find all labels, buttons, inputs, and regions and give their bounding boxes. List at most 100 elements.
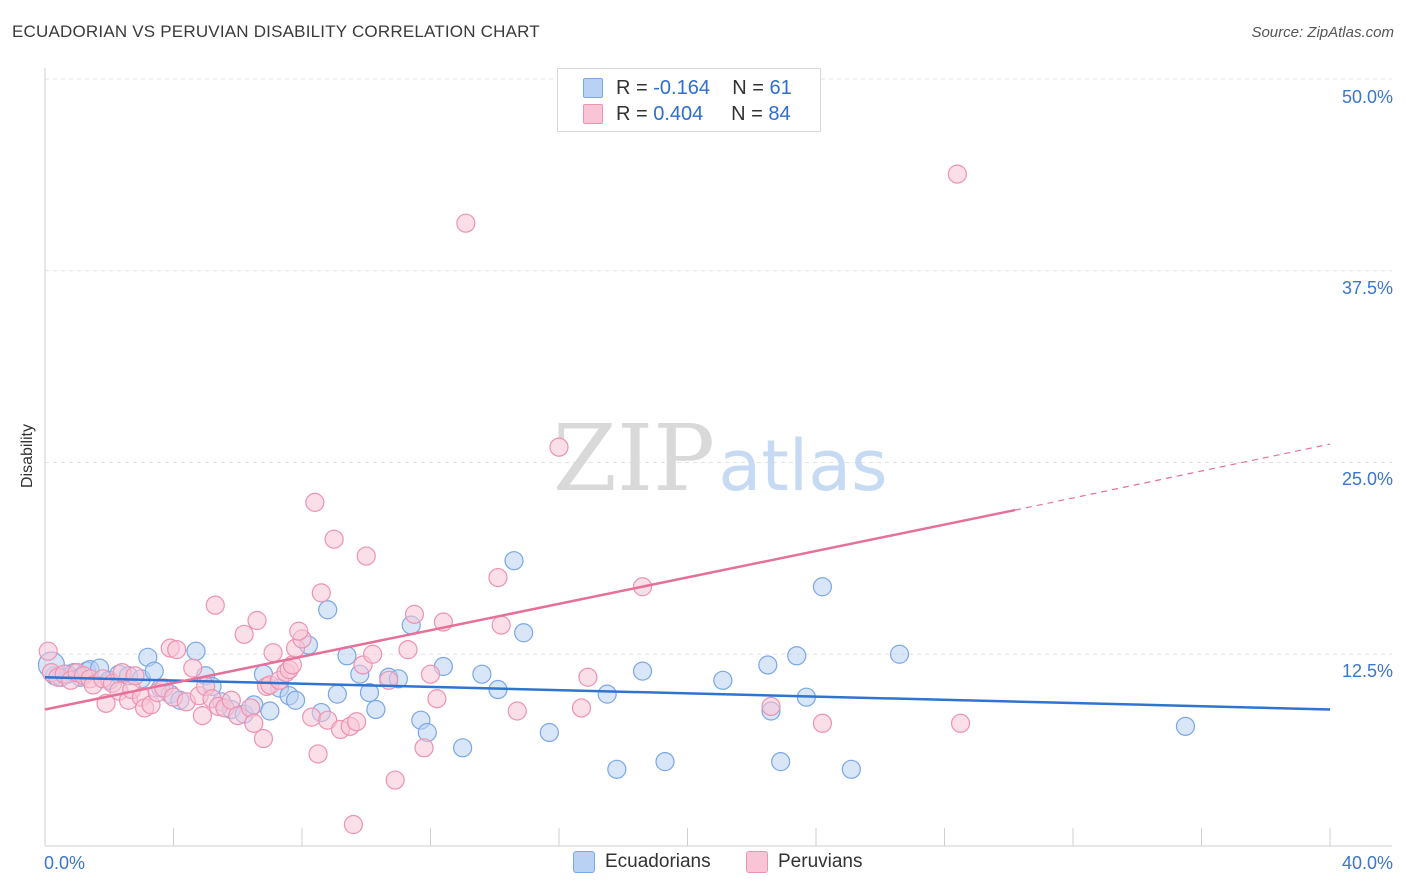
peruvian-point: [947, 164, 967, 184]
peruvian-point: [253, 729, 274, 749]
ecuadorian-point: [607, 759, 627, 779]
watermark-zip: ZIP: [553, 405, 715, 512]
peruvian-point: [456, 213, 476, 233]
peruvian-point: [385, 770, 405, 790]
ecuadorians-trend-line: [44, 676, 1331, 711]
peruvians-legend-label: Peruvians: [778, 851, 863, 872]
ecuadorian-point: [758, 655, 778, 675]
ecuadorian-point: [841, 759, 861, 779]
ecuadorian-point: [318, 600, 338, 620]
watermark-atlas: atlas: [718, 425, 887, 507]
axes: [44, 68, 1392, 847]
peruvian-point: [398, 640, 418, 660]
peruvian-point: [302, 707, 322, 727]
peruvian-point: [507, 701, 527, 721]
peruvian-point: [205, 595, 225, 615]
ecuadorian-point: [359, 682, 380, 703]
peruvian-point: [308, 744, 328, 764]
peruvians-trend-line: [44, 508, 1016, 711]
ecuadorian-point: [713, 670, 733, 690]
ecuadorian-point: [539, 722, 559, 743]
peruvian-point: [363, 644, 383, 664]
ecuadorians-points: [37, 551, 1196, 779]
legend-row-ecuadorians: R = -0.164 N = 61: [583, 75, 792, 101]
ecuadorian-point: [632, 661, 653, 681]
peruvians-legend-swatch: [746, 851, 768, 873]
ecuadorian-point: [186, 641, 206, 661]
peruvian-point: [950, 713, 971, 733]
peruvian-point: [192, 706, 213, 726]
ecuadorian-point: [260, 701, 280, 721]
watermark: ZIP atlas: [553, 405, 888, 512]
peruvian-point: [305, 492, 325, 512]
y-tick-25: 25.0%: [1341, 469, 1393, 489]
peruvian-point: [761, 696, 781, 717]
legend-item-peruvians[interactable]: Peruvians: [746, 851, 863, 873]
ecuadorian-point: [655, 752, 675, 772]
ecuadorian-point: [812, 577, 833, 597]
peruvian-point: [427, 689, 447, 709]
peruvian-point: [244, 713, 264, 733]
peruvian-point: [324, 529, 344, 549]
peruvian-point: [414, 738, 434, 758]
peruvian-point: [347, 712, 367, 732]
peruvian-point: [263, 643, 283, 663]
ecuadorian-point: [144, 661, 164, 681]
ecuadorian-point: [366, 699, 386, 720]
peruvian-point: [289, 621, 309, 641]
peruvian-point: [420, 664, 441, 684]
ecuadorian-point: [787, 646, 807, 666]
y-tick-50: 50.0%: [1341, 87, 1393, 107]
legend-row-peruvians: R = 0.404 N = 84: [583, 101, 791, 127]
ecuadorians-legend-swatch: [573, 851, 595, 873]
peruvian-point: [488, 567, 508, 588]
gridlines: [45, 78, 1392, 655]
r-label: R =: [616, 102, 648, 125]
peruvian-point: [343, 814, 363, 835]
source-credit: Source: ZipAtlas.com: [1251, 24, 1394, 41]
peruvian-point: [125, 666, 145, 686]
ecuadorian-point: [1175, 716, 1196, 736]
peruvian-point: [183, 658, 203, 678]
x-tick-min: 0.0%: [44, 853, 86, 873]
peruvian-point: [404, 604, 425, 624]
peruvian-point: [247, 610, 267, 631]
peruvian-point: [549, 437, 569, 457]
trend-lines: [44, 443, 1331, 711]
peruvians-r-value: 0.404: [653, 102, 704, 125]
peruvian-point: [234, 624, 254, 644]
ecuadorians-swatch: [583, 78, 603, 98]
ecuadorian-point: [889, 644, 910, 664]
peruvians-n-value: 84: [768, 102, 791, 125]
ecuadorian-point: [771, 752, 791, 772]
ecuadorian-point: [453, 738, 473, 758]
n-label: N =: [732, 76, 764, 99]
y-tick-37-5: 37.5%: [1341, 278, 1393, 298]
series-legend: Ecuadorians Peruvians: [0, 851, 1406, 877]
ecuadorian-point: [327, 684, 347, 704]
ecuadorians-r-value: -0.164: [653, 76, 710, 99]
peruvian-point: [356, 546, 376, 566]
y-tick-12-5: 12.5%: [1341, 661, 1393, 681]
peruvian-point: [167, 640, 187, 660]
ecuadorian-point: [472, 664, 492, 684]
peruvian-point: [311, 583, 331, 603]
legend-item-ecuadorians[interactable]: Ecuadorians: [573, 851, 711, 873]
ecuadorian-point: [597, 684, 617, 704]
ecuadorians-n-value: 61: [769, 76, 792, 99]
correlation-legend: R = -0.164 N = 61 R = 0.404 N = 84: [557, 68, 821, 132]
peruvian-point: [491, 615, 511, 635]
peruvians-swatch: [583, 104, 603, 124]
ecuadorians-legend-label: Ecuadorians: [605, 851, 711, 872]
r-label: R =: [616, 76, 648, 99]
ecuadorian-point: [514, 623, 534, 643]
peruvian-point: [571, 698, 592, 718]
peruvian-point: [38, 641, 58, 661]
peruvian-point: [812, 713, 833, 733]
x-tick-max: 40.0%: [1341, 853, 1393, 873]
ecuadorian-point: [504, 551, 524, 571]
ecuadorian-point: [285, 690, 306, 710]
peruvians-trend-extension: [1015, 443, 1331, 511]
peruvian-point: [578, 667, 598, 687]
